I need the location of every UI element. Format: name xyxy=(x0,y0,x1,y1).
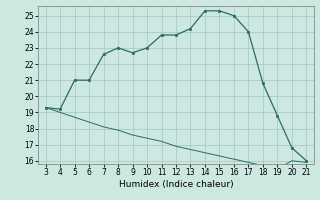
X-axis label: Humidex (Indice chaleur): Humidex (Indice chaleur) xyxy=(119,180,233,189)
